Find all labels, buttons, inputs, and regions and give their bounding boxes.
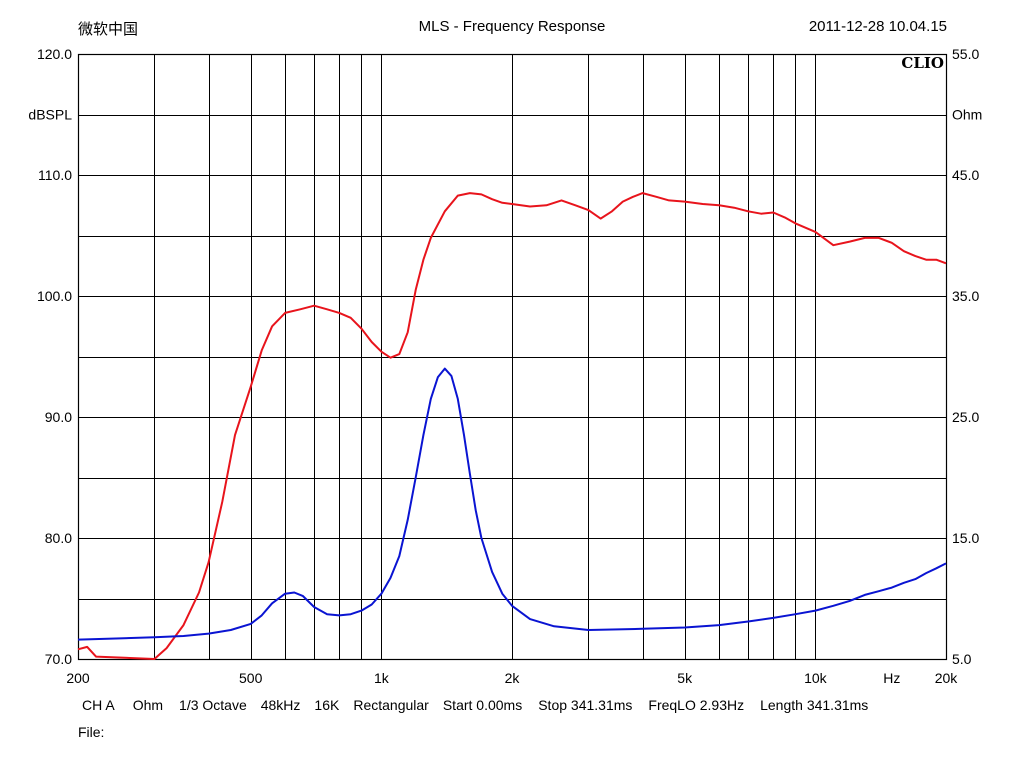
- x-tick-label: 1k: [374, 670, 390, 686]
- y-left-tick-label: 70.0: [45, 651, 72, 667]
- y-right-tick-label: 55.0: [952, 46, 979, 62]
- y-left-tick-label: 120.0: [37, 46, 72, 62]
- y-left-axis-label: dBSPL: [28, 107, 72, 123]
- impedance-curve: [77, 367, 947, 641]
- param-item: Start 0.00ms: [442, 697, 523, 713]
- measurement-params: CH A Ohm 1/3 Octave 48kHz 16K Rectangular Star…: [82, 697, 868, 713]
- chart-title: MLS - Frequency Response: [418, 18, 606, 35]
- y-right-tick-label: 45.0: [952, 167, 979, 183]
- x-tick-label: 2k: [505, 670, 521, 686]
- y-right-tick-label: 35.0: [952, 288, 979, 304]
- x-tick-label: 10k: [804, 670, 828, 686]
- x-tick-label: 20k: [935, 670, 959, 686]
- param-item: Ohm: [132, 697, 164, 713]
- timestamp: 2011-12-28 10.04.15: [808, 18, 947, 35]
- x-axis-unit-label: Hz: [883, 670, 900, 686]
- param-item: Length 341.31ms: [760, 697, 869, 713]
- param-item: Rectangular: [353, 697, 429, 713]
- y-right-axis-label: Ohm: [952, 107, 982, 123]
- plot-frame: [77, 53, 948, 661]
- param-item: Stop 341.31ms: [538, 697, 633, 713]
- x-tick-label: 500: [239, 670, 263, 686]
- y-right-tick-label: 25.0: [952, 409, 979, 425]
- x-tick-label: 5k: [677, 670, 693, 686]
- param-item: FreqLO 2.93Hz: [648, 697, 745, 713]
- header-left-text: 微软中国: [78, 21, 139, 38]
- param-item: 48kHz: [260, 697, 301, 713]
- y-right-tick-label: 5.0: [952, 651, 972, 667]
- param-item: 16K: [314, 697, 340, 713]
- y-right-tick-label: 15.0: [952, 530, 979, 546]
- x-tick-label: 200: [66, 670, 90, 686]
- spl-curve: [77, 192, 947, 660]
- param-item: CH A: [82, 697, 115, 713]
- y-left-tick-label: 90.0: [45, 409, 72, 425]
- y-left-tick-label: 100.0: [37, 288, 72, 304]
- y-left-tick-label: 80.0: [45, 530, 72, 546]
- clio-logo: CLIO: [901, 54, 944, 72]
- file-label: File:: [78, 724, 105, 740]
- param-item: 1/3 Octave: [179, 697, 247, 713]
- y-left-tick-label: 110.0: [38, 167, 72, 183]
